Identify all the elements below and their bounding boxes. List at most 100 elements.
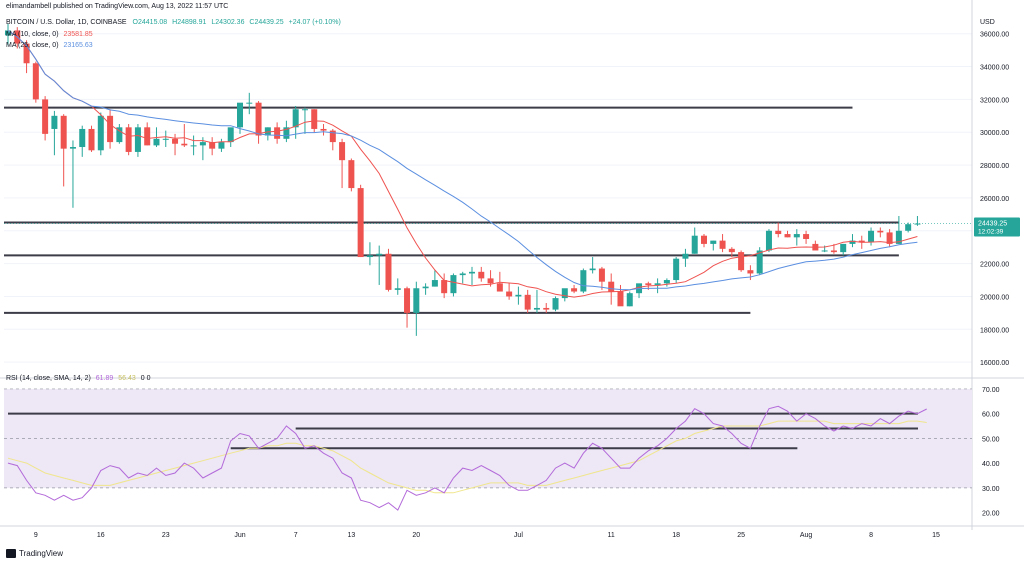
candle	[394, 278, 401, 295]
candle-body	[301, 109, 308, 111]
candle-body	[626, 293, 633, 307]
candle	[218, 138, 225, 152]
ma25-line	[7, 29, 918, 291]
candle-body	[756, 250, 763, 274]
rsi-label: RSI (14, close, SMA, 14, 2)	[6, 375, 91, 382]
candle	[339, 138, 346, 189]
candle-body	[366, 255, 373, 258]
candle-body	[459, 273, 466, 276]
candle	[357, 184, 364, 258]
candle-body	[728, 248, 735, 253]
candle	[765, 229, 772, 253]
symbol-legend: BITCOIN / U.S. Dollar, 1D, COINBASE O244…	[6, 19, 341, 26]
candle	[775, 222, 782, 238]
candle	[301, 107, 308, 134]
ma10-legend[interactable]: MA (10, close, 0) 23581.85	[6, 31, 93, 38]
time-tick-label: 20	[412, 532, 420, 539]
candle	[172, 133, 179, 156]
candle	[803, 230, 810, 244]
candle	[79, 125, 86, 157]
candle-body	[914, 223, 921, 225]
time-tick-label: Aug	[800, 532, 813, 539]
candle-body	[849, 240, 856, 244]
candle-body	[237, 102, 243, 128]
candle-body	[821, 250, 828, 252]
candlestick-series[interactable]	[5, 23, 921, 336]
ma10-line	[7, 29, 918, 298]
tradingview-logo[interactable]: TradingView	[6, 549, 63, 558]
candle	[812, 240, 819, 251]
candle-body	[97, 115, 104, 151]
candle-body	[283, 127, 290, 139]
price-chart[interactable]: 16000.0018000.0020000.0022000.0024000.00…	[0, 0, 1024, 545]
candle-body	[654, 283, 661, 285]
ma25-legend[interactable]: MA (25, close, 0) 23165.63	[6, 42, 93, 49]
candle	[756, 247, 763, 276]
candle-body	[5, 30, 11, 36]
candle	[459, 271, 466, 284]
last-price-box	[974, 217, 1020, 237]
last-price-text: 24439.25	[978, 221, 1007, 228]
candle-body	[246, 102, 253, 104]
ma25-label: MA (25, close, 0)	[6, 42, 59, 49]
ohlc-change: +24.07 (+0.10%)	[288, 19, 341, 26]
candle	[469, 266, 475, 285]
rsi-pane[interactable]: 20.00 30.00 40.00 50.00 60.00 70.00	[4, 387, 1000, 518]
candle-body	[134, 127, 141, 152]
candle	[255, 101, 262, 144]
chart-grid	[0, 0, 1024, 530]
candle-body	[255, 102, 262, 136]
rsi-legend[interactable]: RSI (14, close, SMA, 14, 2) 61.89 56.43 …	[6, 375, 150, 382]
candle	[376, 245, 383, 285]
candle	[868, 227, 875, 246]
price-tick-label: 20000.00	[980, 294, 1009, 301]
candle-body	[292, 109, 299, 128]
candle	[450, 273, 457, 297]
candle-body	[868, 230, 875, 243]
candle-body	[765, 230, 772, 251]
time-axis[interactable]: 9 16 23 Jun 7 13 20 Jul 11 18 25 Aug 8 15	[34, 532, 940, 539]
ohlc-close: C24439.25	[249, 19, 284, 26]
candle	[348, 158, 355, 192]
rsi-tick-label: 30.00	[982, 486, 1000, 493]
rsi-extra: 0 0	[140, 375, 151, 382]
candle	[190, 135, 197, 156]
price-tick-label: 32000.00	[980, 97, 1009, 104]
candle-body	[886, 232, 893, 244]
time-tick-label: 9	[34, 532, 38, 539]
candle-body	[339, 142, 346, 161]
candle	[886, 229, 893, 248]
candle-body	[153, 138, 160, 146]
candle	[97, 112, 104, 156]
candle-body	[79, 128, 86, 148]
candle	[283, 120, 290, 143]
candle-body	[144, 127, 151, 146]
candle	[246, 92, 253, 115]
time-tick-label: 13	[347, 532, 355, 539]
price-axis[interactable]: 16000.0018000.0020000.0022000.0024000.00…	[980, 32, 1009, 367]
candle-body	[506, 291, 513, 297]
candle	[32, 61, 39, 103]
countdown-text: 12:02:39	[978, 229, 1004, 236]
candle	[738, 250, 745, 272]
candle-body	[357, 188, 364, 258]
candle	[636, 283, 643, 299]
candle-body	[608, 281, 615, 292]
candle-body	[42, 99, 49, 134]
publisher-line: elimandambell published on TradingView.c…	[6, 3, 229, 10]
candle-body	[469, 271, 475, 274]
candle-body	[691, 235, 698, 254]
candle	[292, 105, 299, 139]
tradingview-icon	[6, 549, 16, 558]
candle-body	[60, 115, 67, 149]
candle-body	[738, 252, 745, 271]
candle-body	[190, 145, 197, 147]
time-tick-label: 25	[737, 532, 745, 539]
candle	[274, 122, 281, 144]
candle-body	[218, 142, 225, 149]
candle-body	[394, 288, 401, 290]
ohlc-low: L24302.36	[211, 19, 245, 26]
candle-body	[162, 138, 169, 140]
candle-body	[645, 283, 652, 285]
